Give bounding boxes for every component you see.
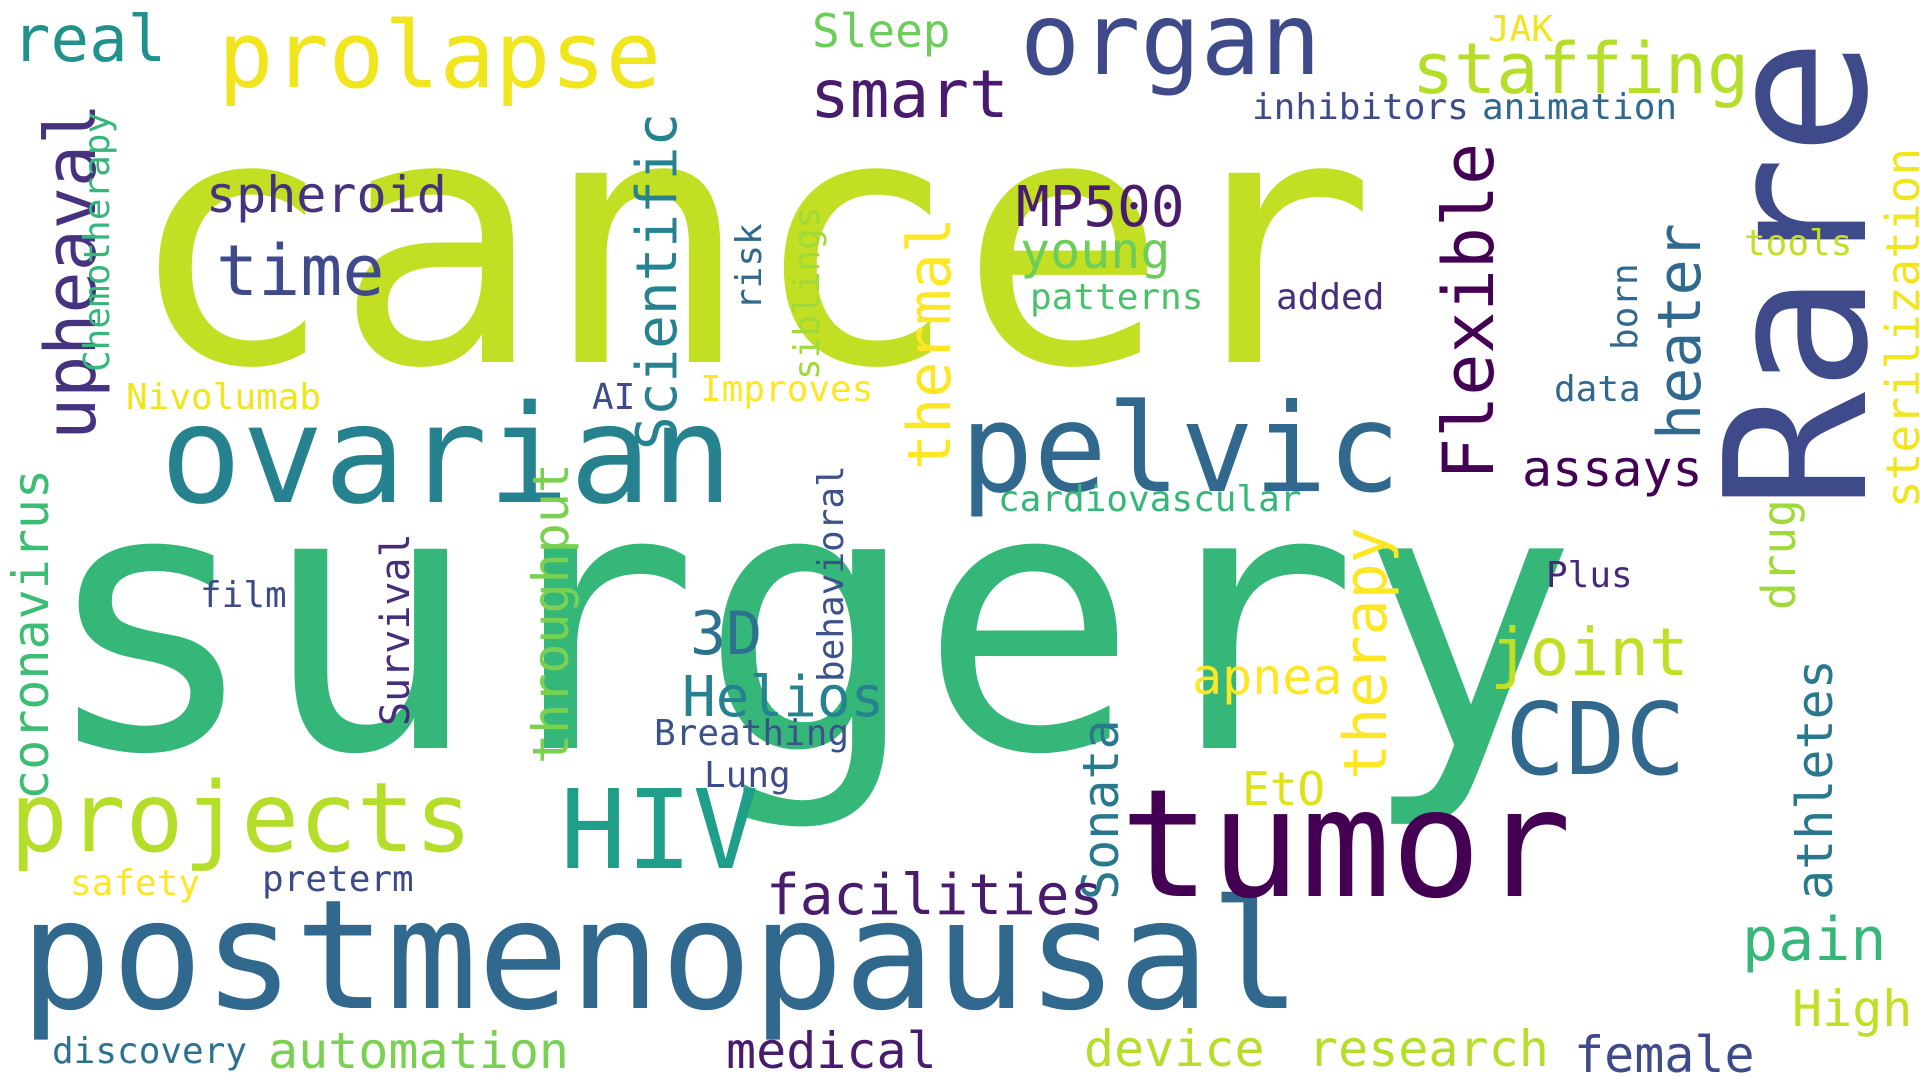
word-inhibitors: inhibitors <box>1252 87 1469 128</box>
word-added: added <box>1276 277 1385 318</box>
word-device: device <box>1084 1020 1265 1078</box>
word-research: research <box>1308 1020 1549 1078</box>
word-preterm: preterm <box>262 859 414 900</box>
word-female: female <box>1574 1026 1755 1080</box>
word-improves: Improves <box>700 369 874 410</box>
word-eto: EtO <box>1242 762 1326 816</box>
word-siblings: siblings <box>787 206 828 380</box>
word-helios: Helios <box>682 665 885 730</box>
word-postmenopausal: postmenopausal <box>20 867 1302 1044</box>
word-athletes: athletes <box>1786 659 1844 900</box>
word-safety: safety <box>70 863 201 904</box>
word-patterns: patterns <box>1030 277 1204 318</box>
word-joint: joint <box>1490 614 1689 691</box>
word-chemotherapy: Chemotherapy <box>77 111 118 372</box>
word-cdc: CDC <box>1505 681 1686 798</box>
word-pain: pain <box>1742 905 1887 975</box>
word-high: High <box>1792 980 1913 1038</box>
word-projects: projects <box>10 762 473 874</box>
word-staffing: staffing <box>1412 28 1750 110</box>
word-prolapse: prolapse <box>218 2 662 109</box>
word-facilities: facilities <box>766 863 1104 928</box>
word-discovery: discovery <box>52 1031 248 1072</box>
word-born: born <box>1605 263 1646 350</box>
word-coronavirus: coronavirus <box>2 468 60 800</box>
word-pelvic: pelvic <box>960 378 1401 520</box>
word-flexible: Flexible <box>1428 142 1510 480</box>
word-tumor: tumor <box>1120 758 1572 932</box>
word-risk: risk <box>729 223 770 310</box>
word-drug: drug <box>1752 499 1806 610</box>
word-medical: medical <box>726 1022 937 1080</box>
word-animation: animation <box>1482 87 1678 128</box>
word-ovarian: ovarian <box>160 377 734 535</box>
word-mp500: MP500 <box>1016 175 1185 240</box>
word-thermal: thermal <box>895 217 965 470</box>
word-jak: JAK <box>1488 9 1554 50</box>
word-sterilization: sterilization <box>1876 147 1920 508</box>
word-organ: organ <box>1020 0 1322 98</box>
word-smart: smart <box>810 56 1009 133</box>
word-3d: 3D <box>690 599 763 669</box>
word-real: real <box>12 3 167 77</box>
word-young: young <box>1020 222 1171 280</box>
word-automation: automation <box>268 1022 570 1080</box>
word-breathing: Breathing <box>654 713 850 754</box>
word-spheroid: spheroid <box>206 166 447 224</box>
word-film: film <box>200 575 287 616</box>
word-behavioral: behavioral <box>811 465 852 682</box>
word-scientific: Scientific <box>625 112 690 450</box>
word-lung: Lung <box>704 755 791 796</box>
word-hiv: HIV <box>560 766 759 894</box>
word-surgery: surgery <box>40 410 1579 835</box>
word-apnea: apnea <box>1192 648 1343 706</box>
word-plus: Plus <box>1546 555 1633 596</box>
word-cancer: cancer <box>126 41 1376 444</box>
word-assays: assays <box>1522 440 1703 498</box>
word-time: time <box>216 230 385 312</box>
word-tools: tools <box>1744 223 1853 264</box>
word-ai: AI <box>592 377 636 418</box>
word-throughput: throughput <box>522 462 580 764</box>
word-nivolumab: Nivolumab <box>126 377 322 418</box>
word-heater: heater <box>1645 223 1715 440</box>
word-sleep: Sleep <box>812 4 951 58</box>
word-cardiovascular: cardiovascular <box>998 479 1302 520</box>
word-data: data <box>1554 369 1641 410</box>
word-survival: Survival <box>373 533 419 726</box>
word-therapy: therapy <box>1331 527 1401 780</box>
